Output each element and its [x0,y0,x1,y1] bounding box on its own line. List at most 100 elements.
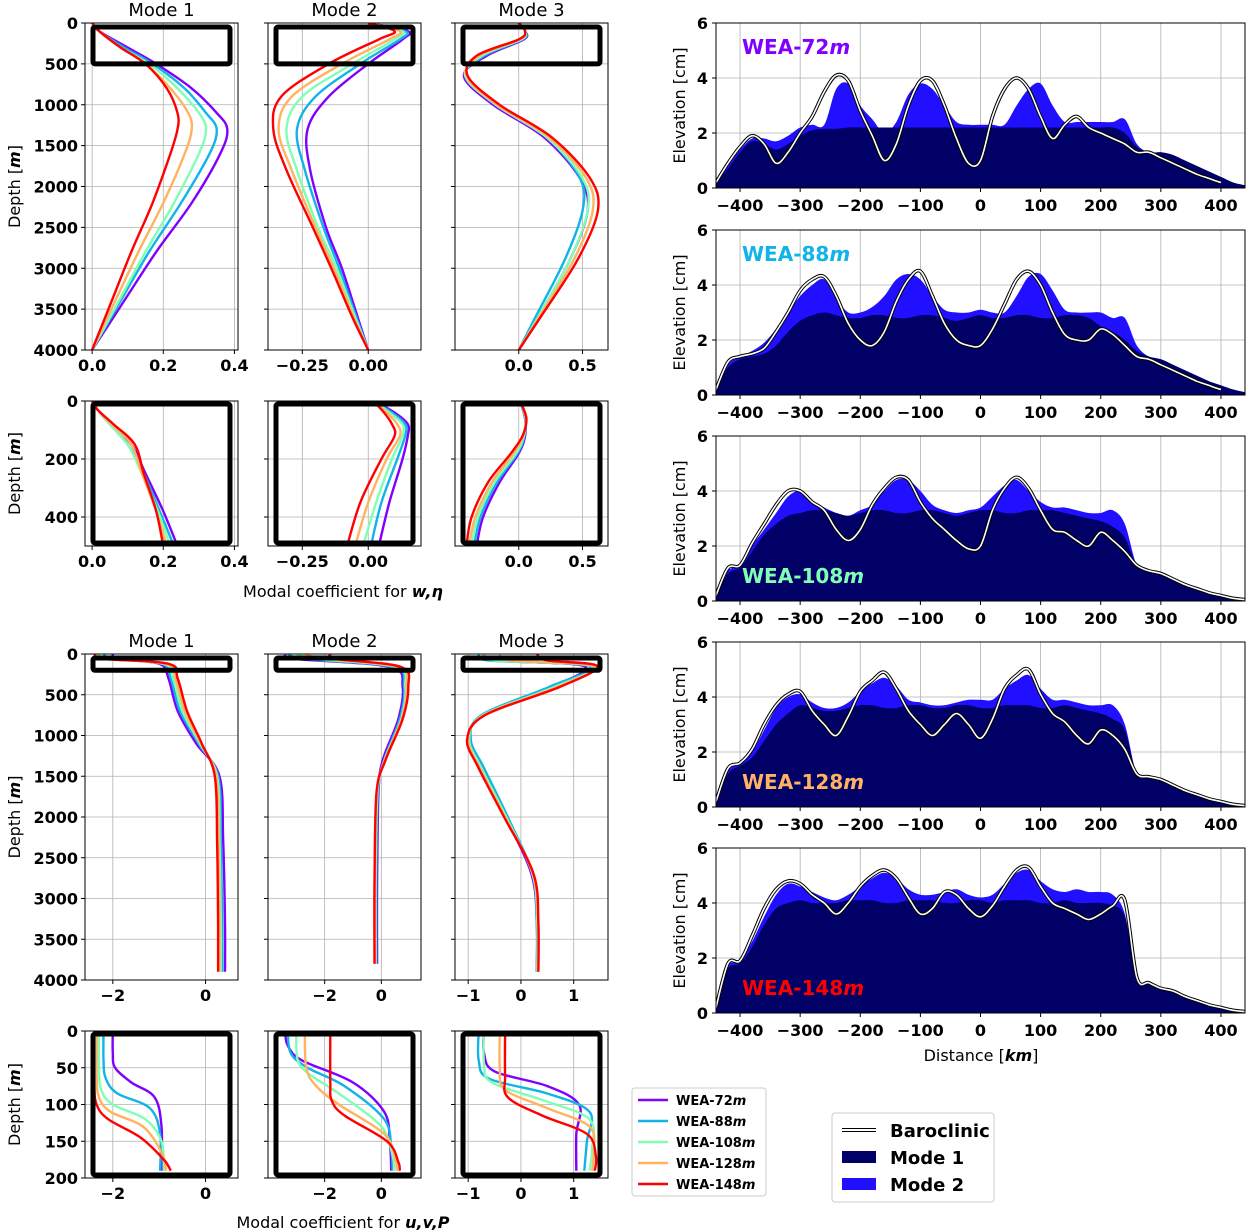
zoom-box [460,401,603,546]
series-line-WEA-88m [91,23,218,350]
x-tick-label: 200 [1084,403,1117,422]
legend-entry-baroclinic: Baroclinic [842,1121,990,1142]
baroclinic-line [716,269,1222,391]
series-line-WEA-108m [97,1031,165,1171]
x-tick-label: 0.0 [505,552,533,571]
x-tick-label: −2 [312,986,337,1005]
series-line-WEA-108m [361,401,406,546]
zoom-box [90,655,233,673]
zoom-box [90,401,233,546]
x-tick-label: 0.5 [568,356,596,375]
mode1-area [716,509,1245,601]
y-tick-label: 1500 [33,767,78,786]
elev-xlabel: Distance [km] [924,1046,1039,1065]
y-tick-label: 200 [45,450,78,469]
series-line-WEA-148m [93,654,220,972]
y-tick-label: 0 [67,14,78,33]
depth-axis-label: Depth [m] [5,145,24,228]
x-tick-label: −400 [717,196,764,215]
x-tick-label: −100 [897,1021,944,1040]
baroclinic-line [716,667,1245,807]
zoom-box [460,1031,603,1178]
profile-panel-1-2: −0.25 0.00 Mode 2 [264,0,422,375]
series-group [716,268,1245,395]
x-tick-label: 0.00 [348,552,387,571]
panel-frame [715,229,1246,396]
profile-panel-2-3: 0.0 0.5 [451,400,609,571]
x-tick-label: 300 [1144,403,1177,422]
y-tick-label: 0 [697,386,708,405]
series-group [716,666,1245,807]
depth-label-close: ] [5,145,24,151]
run-annotation: WEA-108m [742,564,864,588]
xlabel-uvp-text: Modal coefficient for [236,1213,405,1230]
depth-label-unit: m [5,782,24,799]
series-line-WEA-148m [345,401,397,546]
y-tick-label: 4 [697,688,708,707]
x-tick-label: −1 [456,1184,481,1203]
mode-title: Mode 3 [498,0,564,21]
panel-frame [454,400,609,547]
series-line-WEA-148m [90,23,180,350]
legend-mode2-patch [842,1178,876,1190]
series-group [476,1031,598,1171]
y-tick-label: 2000 [33,808,78,827]
panel-frame [715,641,1246,808]
zoom-box [460,655,603,673]
series-line-WEA-72m [372,401,411,546]
x-tick-label: 0 [975,815,986,834]
x-tick-label: 1 [568,1184,579,1203]
profile-panel-3-1: −2 0 0 500 1000 1500 2000 2500 3000 3500 4000 Mode … [5,631,239,1005]
series-group [90,23,229,350]
profile-panel-3-3: −1 0 1 Mode 3 [451,631,609,1005]
series-group [716,72,1245,188]
zoom-box [90,1031,233,1178]
panel-frame [267,1030,422,1179]
legend-runs: WEA-72m WEA-88m WEA-108m WEA-128m WEA-148m [631,1087,767,1197]
mode1-area [716,899,1245,1013]
x-tick-label: −0.25 [276,356,329,375]
depth-label-text: Depth [ [5,168,24,228]
x-tick-label: 0 [975,1021,986,1040]
series-line-WEA-148m [465,23,600,350]
x-tick-label: −400 [717,815,764,834]
y-tick-label: 6 [697,427,708,446]
xlabel-w-eta-text: Modal coefficient for [243,582,412,601]
elevation-axis-label: Elevation [cm] [670,254,689,370]
mode-title: Mode 2 [311,0,377,21]
y-tick-label: 4 [697,894,708,913]
series-line-WEA-148m [329,1031,401,1171]
x-tick-label: 0 [376,986,387,1005]
y-tick-label: 50 [56,1059,78,1078]
y-tick-label: 200 [45,1169,78,1188]
profile-panel-3-2: −2 0 Mode 2 [264,631,422,1005]
y-tick-label: 4000 [33,341,78,360]
xlabel-uvp-vars: u,v,P [405,1213,450,1230]
x-tick-label: 300 [1144,196,1177,215]
x-tick-label: −300 [777,196,824,215]
x-tick-label: −0.25 [276,552,329,571]
panel-frame [267,653,422,981]
legend-run-label: WEA-88m [676,1115,746,1130]
x-tick-label: 100 [1024,1021,1057,1040]
series-line-WEA-128m [353,401,402,546]
panel-frame [84,653,239,981]
legend-entry-mode1: Mode 1 [842,1148,964,1169]
xlabel-w-eta-vars: w,η [412,582,443,601]
mode-title: Mode 1 [128,0,194,21]
series-group [465,401,528,546]
y-tick-label: 0 [697,1004,708,1023]
series-group [716,864,1245,1013]
y-tick-label: 150 [45,1132,78,1151]
panel-frame [715,435,1246,602]
depth-axis-label: Depth [m] [5,432,24,515]
series-line-WEA-88m [476,1031,594,1171]
y-tick-label: 2 [697,949,708,968]
legend-baroclinic-label: Baroclinic [890,1121,990,1142]
y-tick-label: 0 [697,592,708,611]
x-tick-label: −2 [101,1184,126,1203]
mode-title: Mode 3 [498,631,564,652]
series-group [91,401,179,546]
panel-frame [454,1030,609,1179]
